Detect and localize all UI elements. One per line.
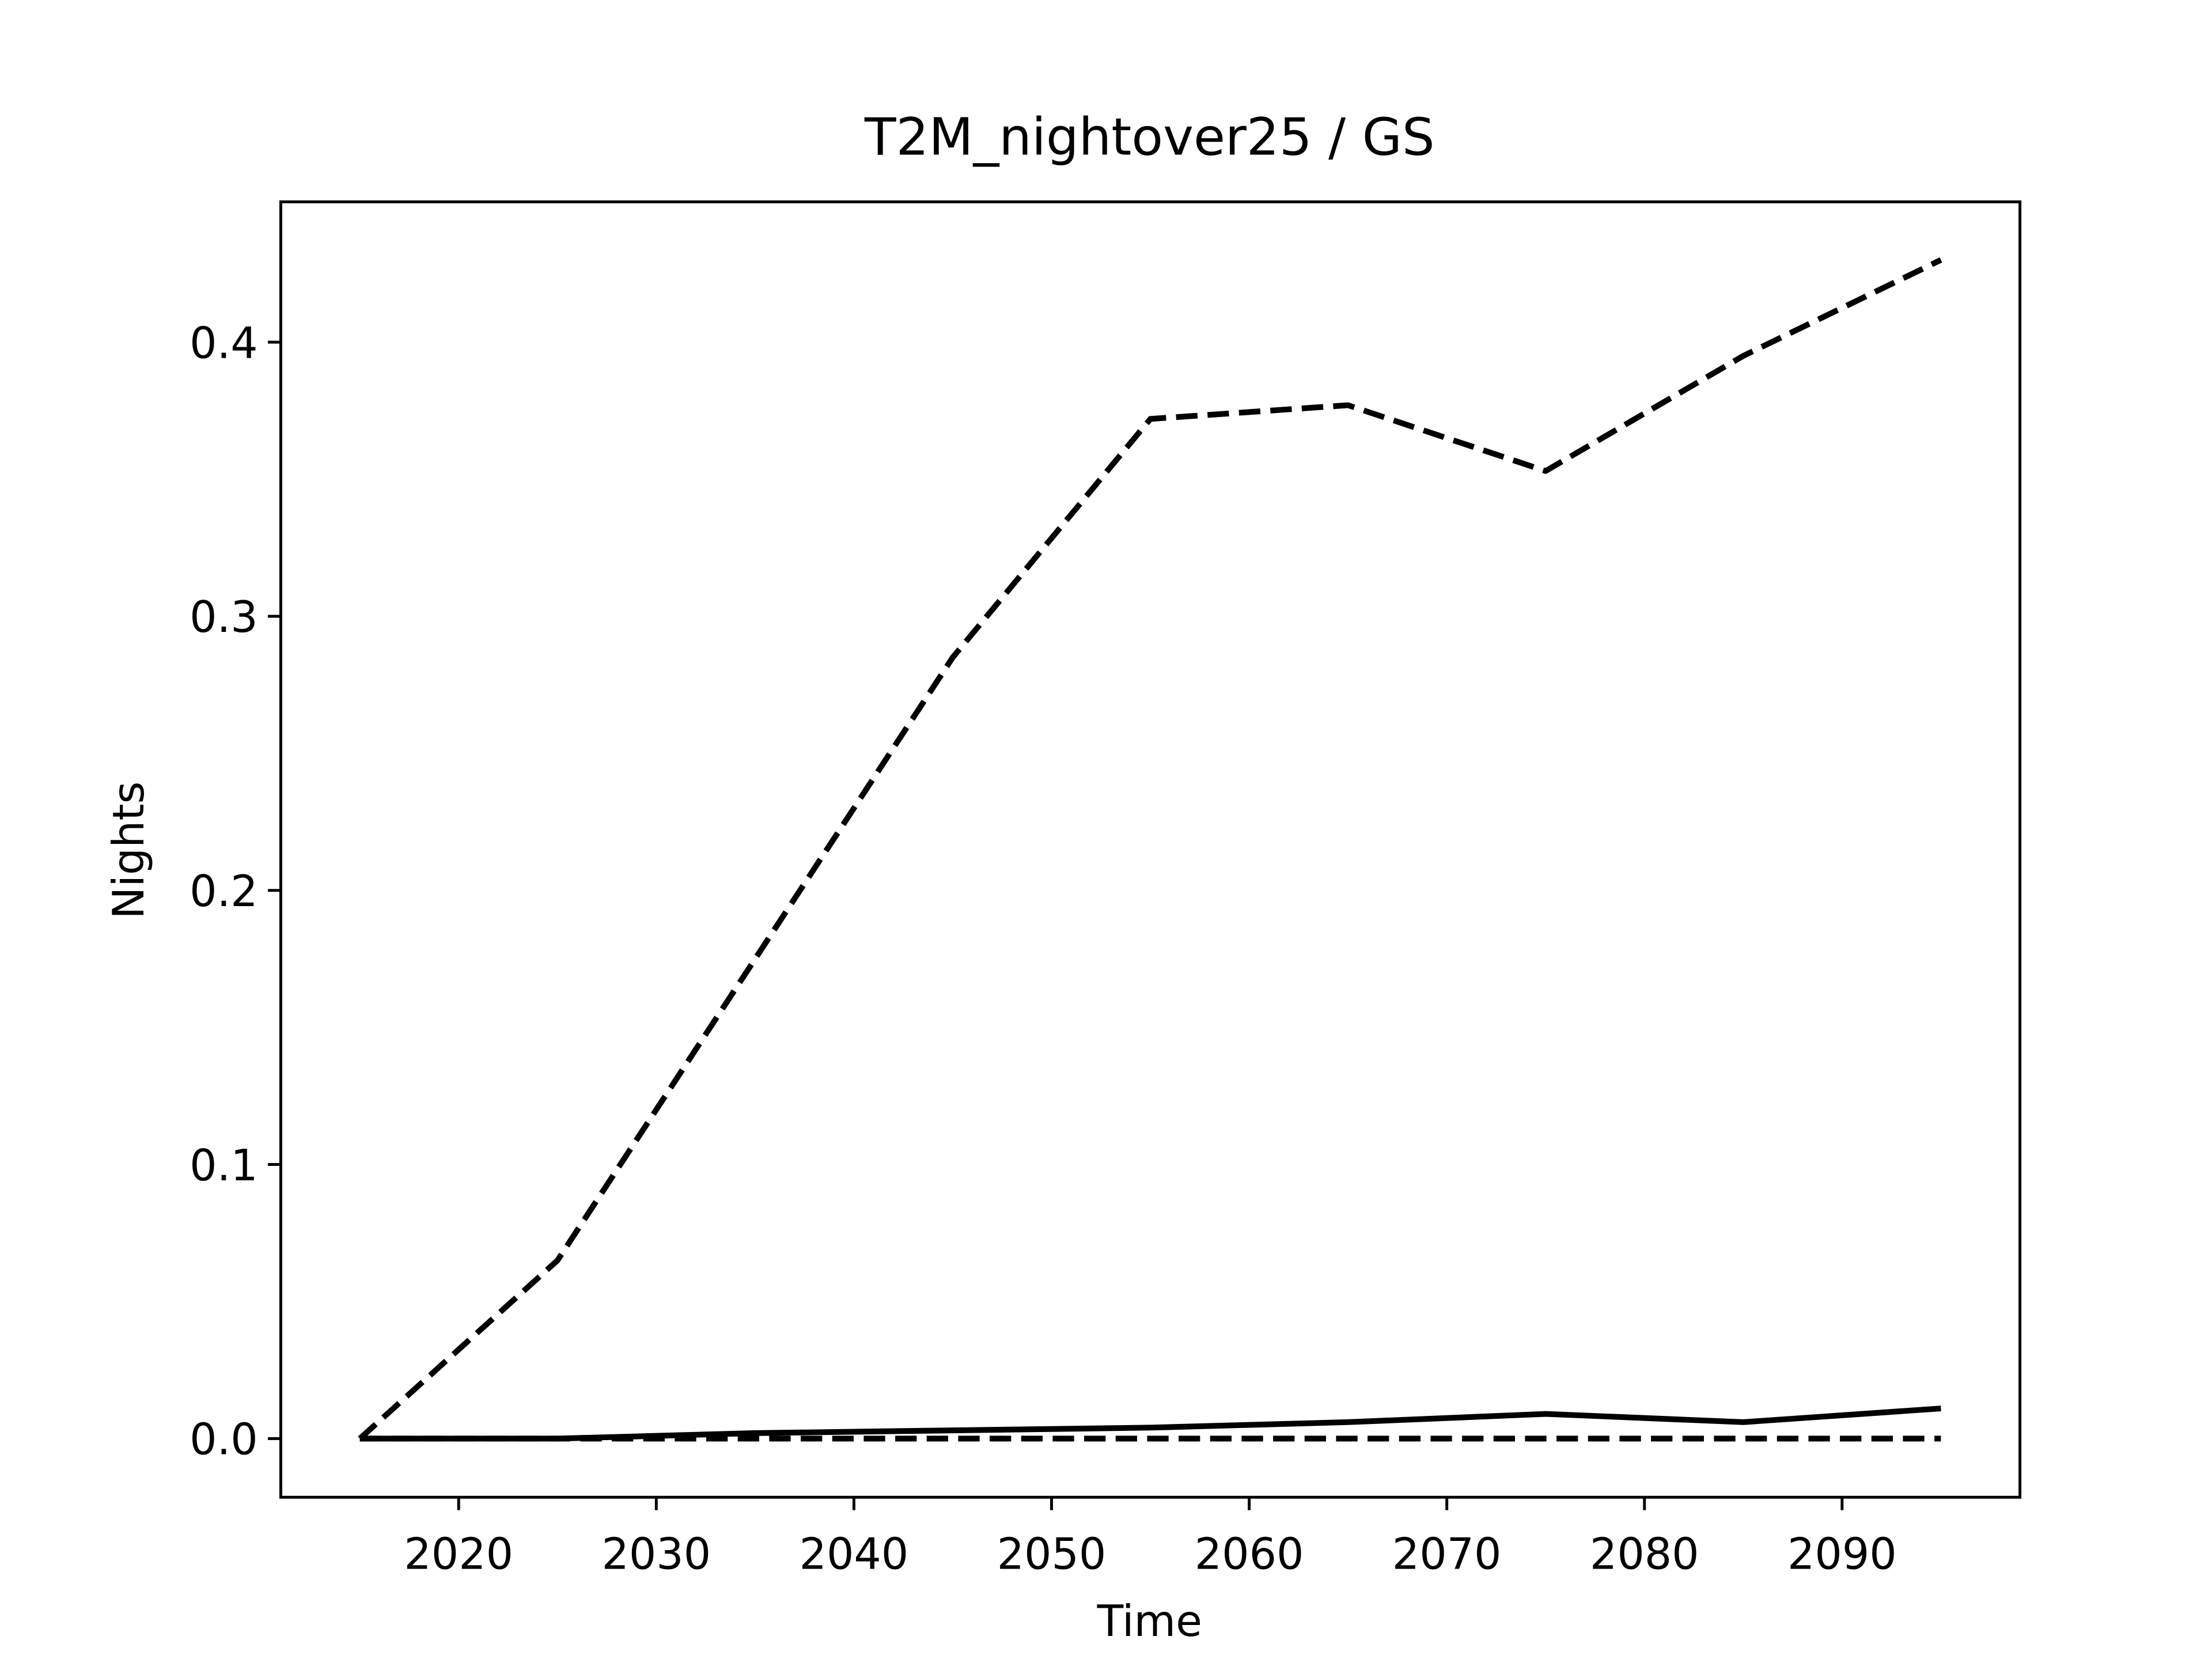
series-line (358, 257, 1942, 1441)
x-tick-label: 2070 (1392, 1529, 1502, 1579)
y-tick-label: 0.0 (190, 1415, 258, 1465)
y-tick-label: 0.1 (190, 1141, 258, 1191)
x-tick-label: 2090 (1787, 1529, 1897, 1579)
x-tick-label: 2080 (1590, 1529, 1699, 1579)
plot-frame (279, 200, 2022, 1499)
x-tick-label: 2030 (601, 1529, 711, 1579)
x-tick-label: 2040 (800, 1529, 909, 1579)
x-tick-label: 2050 (997, 1529, 1107, 1579)
y-tick-label: 0.3 (190, 592, 258, 642)
x-tick-label: 2020 (404, 1529, 513, 1579)
series-line (359, 1406, 1941, 1442)
chart-title: T2M_nightover25 / GS (864, 107, 1435, 167)
y-tick-label: 0.2 (190, 866, 258, 916)
y-axis-label: Nights (104, 781, 154, 919)
y-tick-label: 0.4 (190, 318, 258, 368)
x-axis-label: Time (1097, 1596, 1202, 1646)
x-tick-label: 2060 (1195, 1529, 1304, 1579)
